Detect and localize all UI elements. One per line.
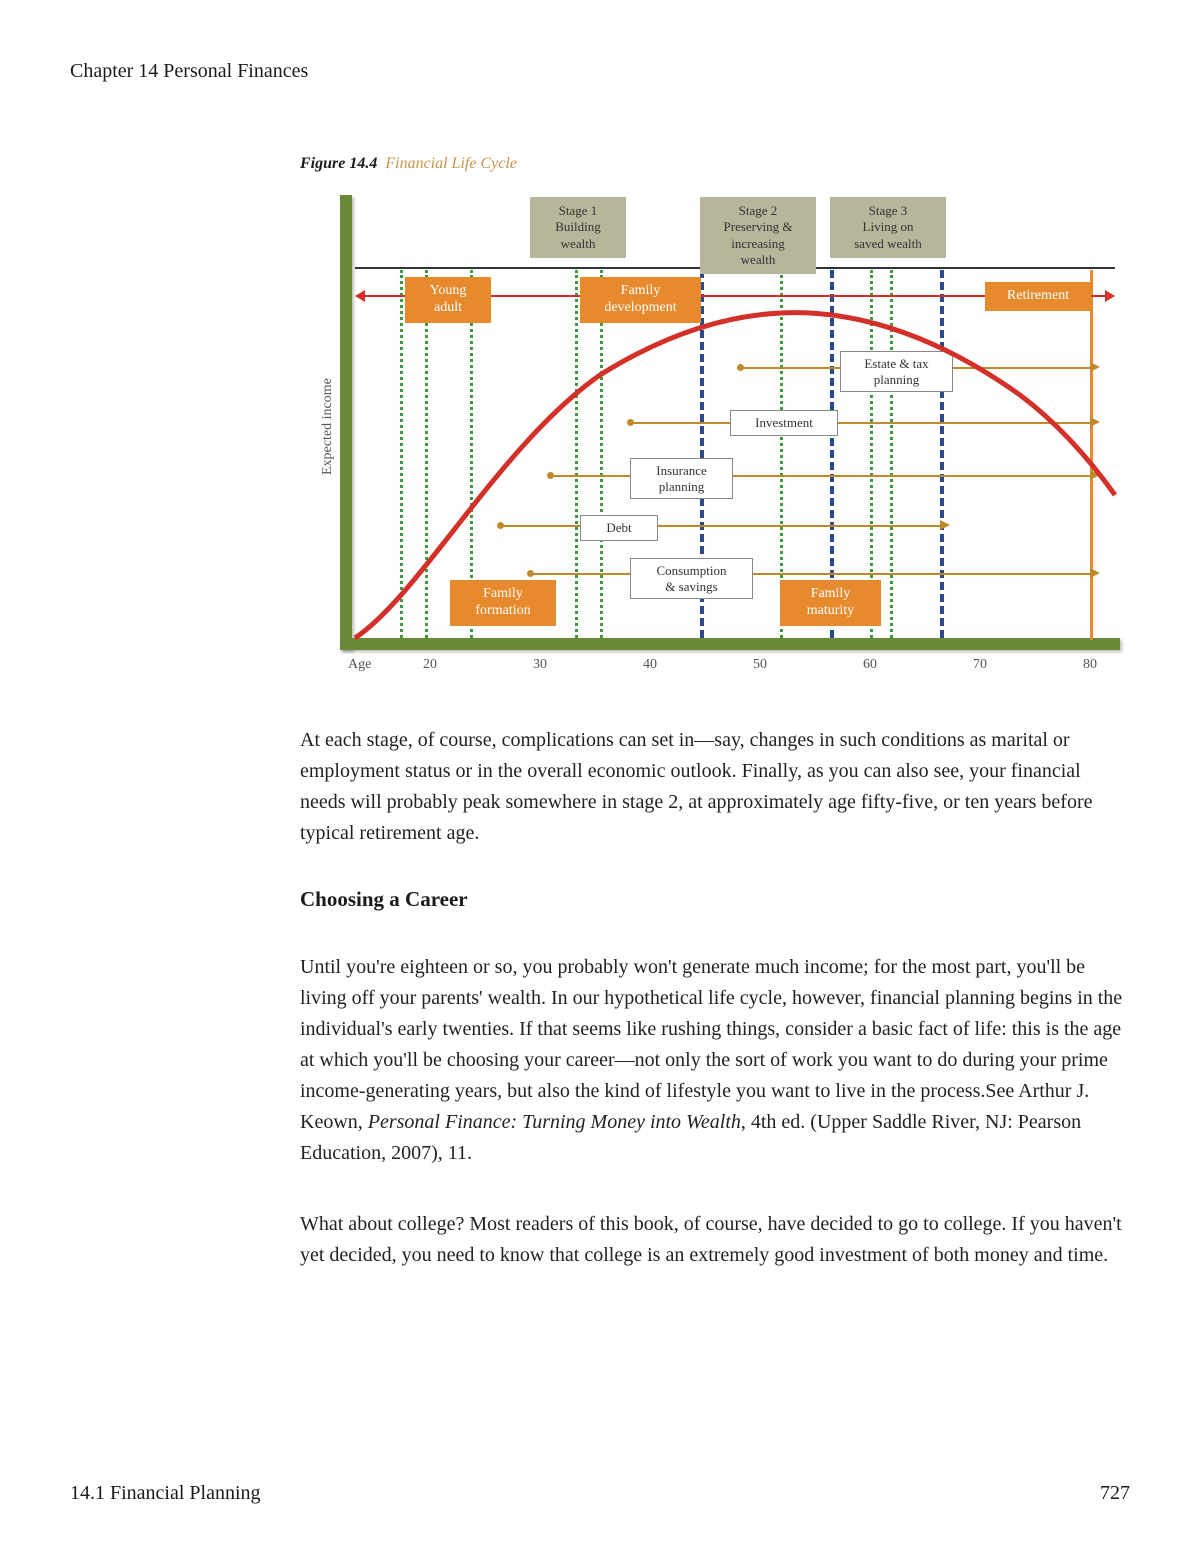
x-tick: 70 xyxy=(973,657,987,673)
paragraph-3: What about college? Most readers of this… xyxy=(300,1209,1130,1271)
x-axis-label: Age xyxy=(348,657,371,673)
footer-section: 14.1 Financial Planning xyxy=(70,1482,261,1505)
main-content: Figure 14.4 Financial Life Cycle Expecte… xyxy=(300,155,1130,1271)
figure-title: Financial Life Cycle xyxy=(385,155,517,172)
figure-number: Figure 14.4 xyxy=(300,155,377,172)
figure-chart: Expected incomeAge20304050607080Stage 1B… xyxy=(300,185,1125,685)
x-tick: 80 xyxy=(1083,657,1097,673)
page-number: 727 xyxy=(1100,1482,1130,1505)
figure-caption: Figure 14.4 Financial Life Cycle xyxy=(300,155,1130,173)
x-tick: 20 xyxy=(423,657,437,673)
x-tick: 50 xyxy=(753,657,767,673)
x-tick: 60 xyxy=(863,657,877,673)
subheading: Choosing a Career xyxy=(300,887,1130,912)
paragraph-1: At each stage, of course, complications … xyxy=(300,725,1130,849)
chapter-header: Chapter 14 Personal Finances xyxy=(70,60,308,83)
paragraph-2: Until you're eighteen or so, you probabl… xyxy=(300,952,1130,1169)
x-tick: 40 xyxy=(643,657,657,673)
x-tick: 30 xyxy=(533,657,547,673)
income-curve xyxy=(300,185,1125,655)
para2-part-a: Until you're eighteen or so, you probabl… xyxy=(300,956,1122,1133)
para2-italic: Personal Finance: Turning Money into Wea… xyxy=(368,1111,741,1133)
